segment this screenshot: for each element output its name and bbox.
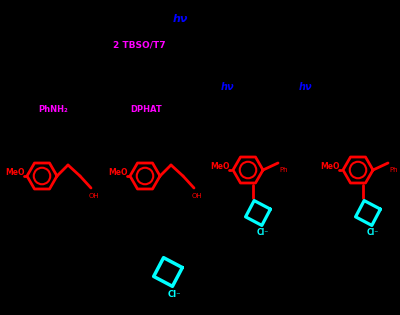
Text: DPHAT: DPHAT [130, 105, 162, 114]
Text: 2 TBSO/T7: 2 TBSO/T7 [113, 40, 166, 49]
Text: OH: OH [192, 193, 203, 199]
Text: hν: hν [221, 82, 235, 92]
Text: hν: hν [299, 82, 313, 92]
Text: Cl⁻: Cl⁻ [257, 228, 269, 237]
Text: PhNH₂: PhNH₂ [38, 105, 68, 114]
Text: OH: OH [89, 193, 100, 199]
Text: Ph: Ph [389, 167, 398, 173]
Text: Ph: Ph [279, 167, 288, 173]
Text: MeO: MeO [108, 168, 128, 177]
Text: hν: hν [172, 14, 188, 24]
Text: Cl⁻: Cl⁻ [367, 228, 379, 237]
Text: MeO: MeO [320, 162, 340, 171]
Text: MeO: MeO [5, 168, 24, 177]
Text: MeO: MeO [210, 162, 230, 171]
Text: Cl⁻: Cl⁻ [167, 290, 181, 299]
